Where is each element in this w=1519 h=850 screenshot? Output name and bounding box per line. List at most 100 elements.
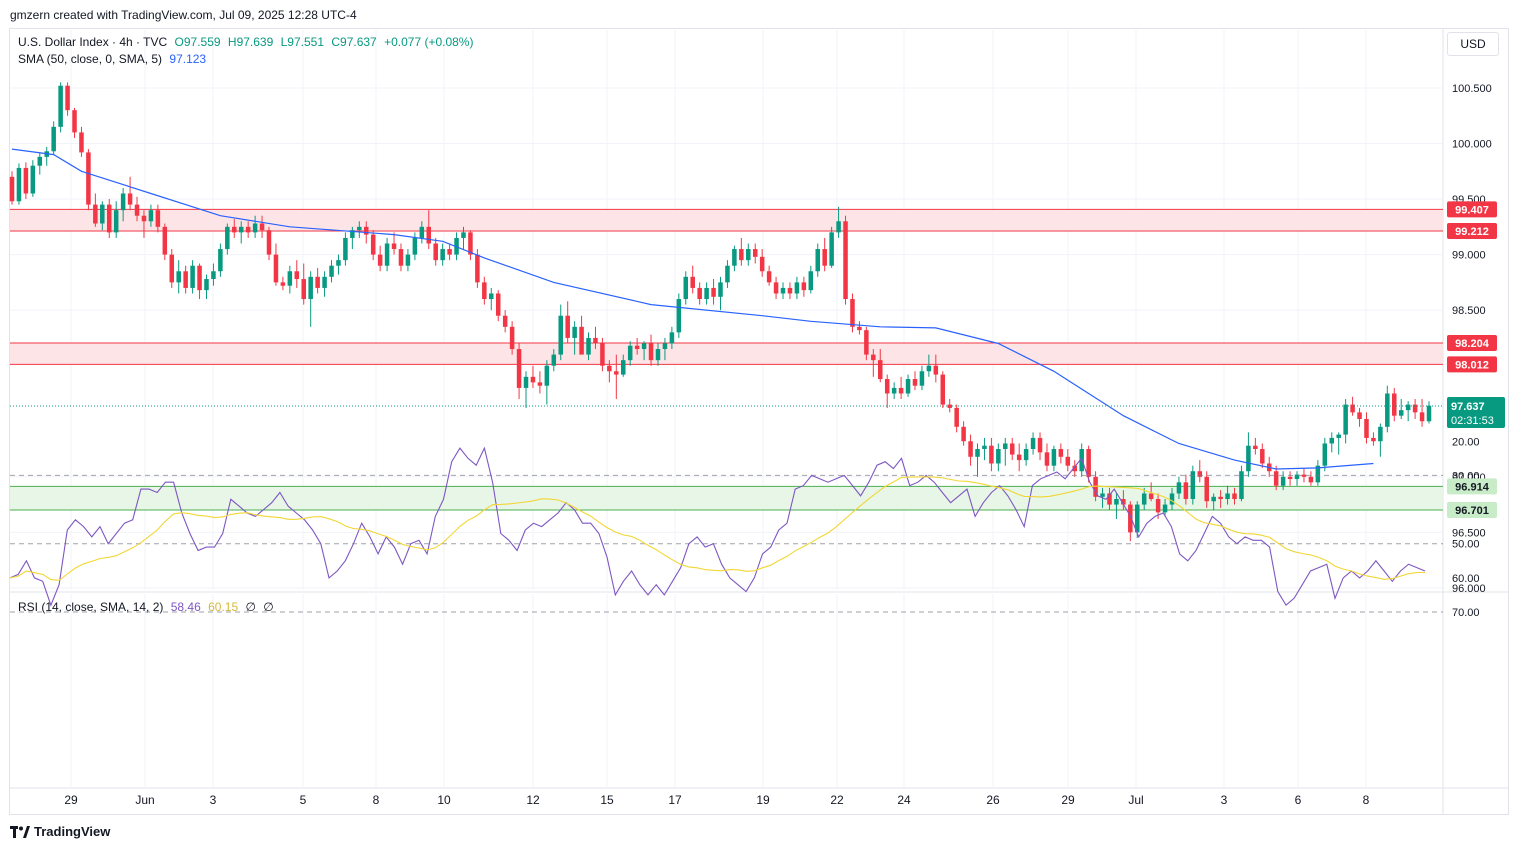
candle-body xyxy=(1398,410,1404,416)
candle-body xyxy=(1385,393,1390,427)
candle-body xyxy=(384,243,390,266)
axis-layer: 100.500100.00099.50099.00098.50097.00096… xyxy=(64,83,1491,807)
candle-body xyxy=(336,260,341,266)
candle-body xyxy=(732,249,737,266)
candle-body xyxy=(1009,443,1015,455)
candle-body xyxy=(468,232,473,255)
candle-body xyxy=(1308,476,1314,483)
candle-body xyxy=(1058,449,1064,457)
rsi-ma-line xyxy=(9,476,1425,581)
candle-body xyxy=(669,332,675,344)
time-tick-label: Jun xyxy=(135,793,154,807)
footer-brand[interactable]: TradingView xyxy=(10,824,110,839)
candle-body xyxy=(1253,445,1258,450)
candle-body xyxy=(370,234,376,255)
candle-body xyxy=(72,110,77,133)
candle-body xyxy=(322,276,327,288)
candle-body xyxy=(377,254,383,266)
candle-body xyxy=(864,330,869,355)
candle-body xyxy=(308,276,313,300)
candle-body xyxy=(211,271,216,280)
price-tick-label: 96.000 xyxy=(1452,583,1486,595)
candle-body xyxy=(822,249,827,266)
candle-body xyxy=(502,315,508,327)
resistance-zone xyxy=(10,343,1443,365)
candle-body xyxy=(752,249,758,257)
candle-body xyxy=(1197,471,1203,477)
candle-body xyxy=(808,271,814,291)
candle-body xyxy=(1037,437,1043,453)
candle-body xyxy=(607,365,612,372)
candle-body xyxy=(878,360,883,380)
zone-price-tag-label: 99.212 xyxy=(1455,226,1489,238)
candle-body xyxy=(343,237,348,261)
candle-body xyxy=(794,282,800,294)
candle-body xyxy=(280,282,286,286)
sma-value: 97.123 xyxy=(169,52,207,66)
candle-body xyxy=(433,243,438,261)
candle-body xyxy=(419,226,425,238)
rsi-legend: RSI (14, close, SMA, 14, 2) 58.46 60.15 … xyxy=(18,600,278,614)
candle-body xyxy=(1121,499,1126,505)
candle-body xyxy=(1023,449,1029,461)
time-tick-label: 29 xyxy=(1061,793,1075,807)
candle-body xyxy=(1329,437,1335,444)
sma-line xyxy=(11,148,1374,470)
footer-brand-label: TradingView xyxy=(34,824,111,839)
candle-body xyxy=(641,343,647,350)
candle-body xyxy=(530,376,536,383)
candle-body xyxy=(523,376,529,388)
candle-body xyxy=(301,279,306,300)
candle-body xyxy=(759,256,765,272)
rsi-value: 58.46 xyxy=(170,600,201,614)
candle-body xyxy=(363,226,369,235)
close-value: C97.637 xyxy=(331,35,377,49)
candle-body xyxy=(79,132,84,153)
candle-body xyxy=(357,226,362,231)
currency-button[interactable]: USD xyxy=(1447,32,1499,56)
top-bar: gmzern created with TradingView.com, Jul… xyxy=(0,0,1519,28)
candle-body xyxy=(1287,476,1293,480)
rsi-sma-value: 60.15 xyxy=(208,600,239,614)
chart-caption: gmzern created with TradingView.com, Jul… xyxy=(10,8,357,22)
label-layer: 99.407 99.212 98.204 98.012 96.914 96.701 97.6… xyxy=(10,201,1505,519)
candle-body xyxy=(1135,504,1140,533)
candle-body xyxy=(447,249,452,255)
candle-body xyxy=(1107,493,1112,505)
candle-body xyxy=(1294,474,1300,480)
candle-body xyxy=(315,276,320,288)
candle-body xyxy=(238,226,244,233)
rsi-tick-label: 50.00 xyxy=(1452,539,1480,551)
candle-body xyxy=(1183,482,1189,500)
candle-body xyxy=(614,371,619,375)
candle-body xyxy=(933,365,939,375)
candle-body xyxy=(1246,445,1251,472)
candle-body xyxy=(1141,493,1147,505)
candle-body xyxy=(1419,412,1425,422)
candle-body xyxy=(461,232,466,238)
sma-legend: SMA (50, close, 0, SMA, 5) 97.123 xyxy=(18,52,210,66)
candle-body xyxy=(1232,493,1237,500)
time-tick-label: 17 xyxy=(668,793,682,807)
price-tick-label: 96.500 xyxy=(1452,527,1486,539)
candle-body xyxy=(350,230,355,238)
candle-body xyxy=(544,365,550,386)
zone-price-tag-label: 96.701 xyxy=(1455,505,1489,517)
zone-price-tag xyxy=(1447,201,1497,218)
candle-body xyxy=(815,249,821,272)
last-price-countdown: 02:31:53 xyxy=(1451,415,1494,427)
candle-body xyxy=(169,254,175,283)
candle-body xyxy=(1093,476,1098,497)
high-value: H97.639 xyxy=(227,35,274,49)
last-price-tag xyxy=(1447,397,1505,429)
candle-body xyxy=(9,176,15,202)
candle-body xyxy=(766,271,772,283)
candle-body xyxy=(516,349,522,388)
candle-body xyxy=(968,441,973,457)
change-value: +0.077 (+0.08%) xyxy=(384,35,474,49)
candle-body xyxy=(600,343,605,366)
candle-body xyxy=(482,282,487,300)
candle-body xyxy=(1343,404,1348,435)
candle-body xyxy=(134,204,140,216)
